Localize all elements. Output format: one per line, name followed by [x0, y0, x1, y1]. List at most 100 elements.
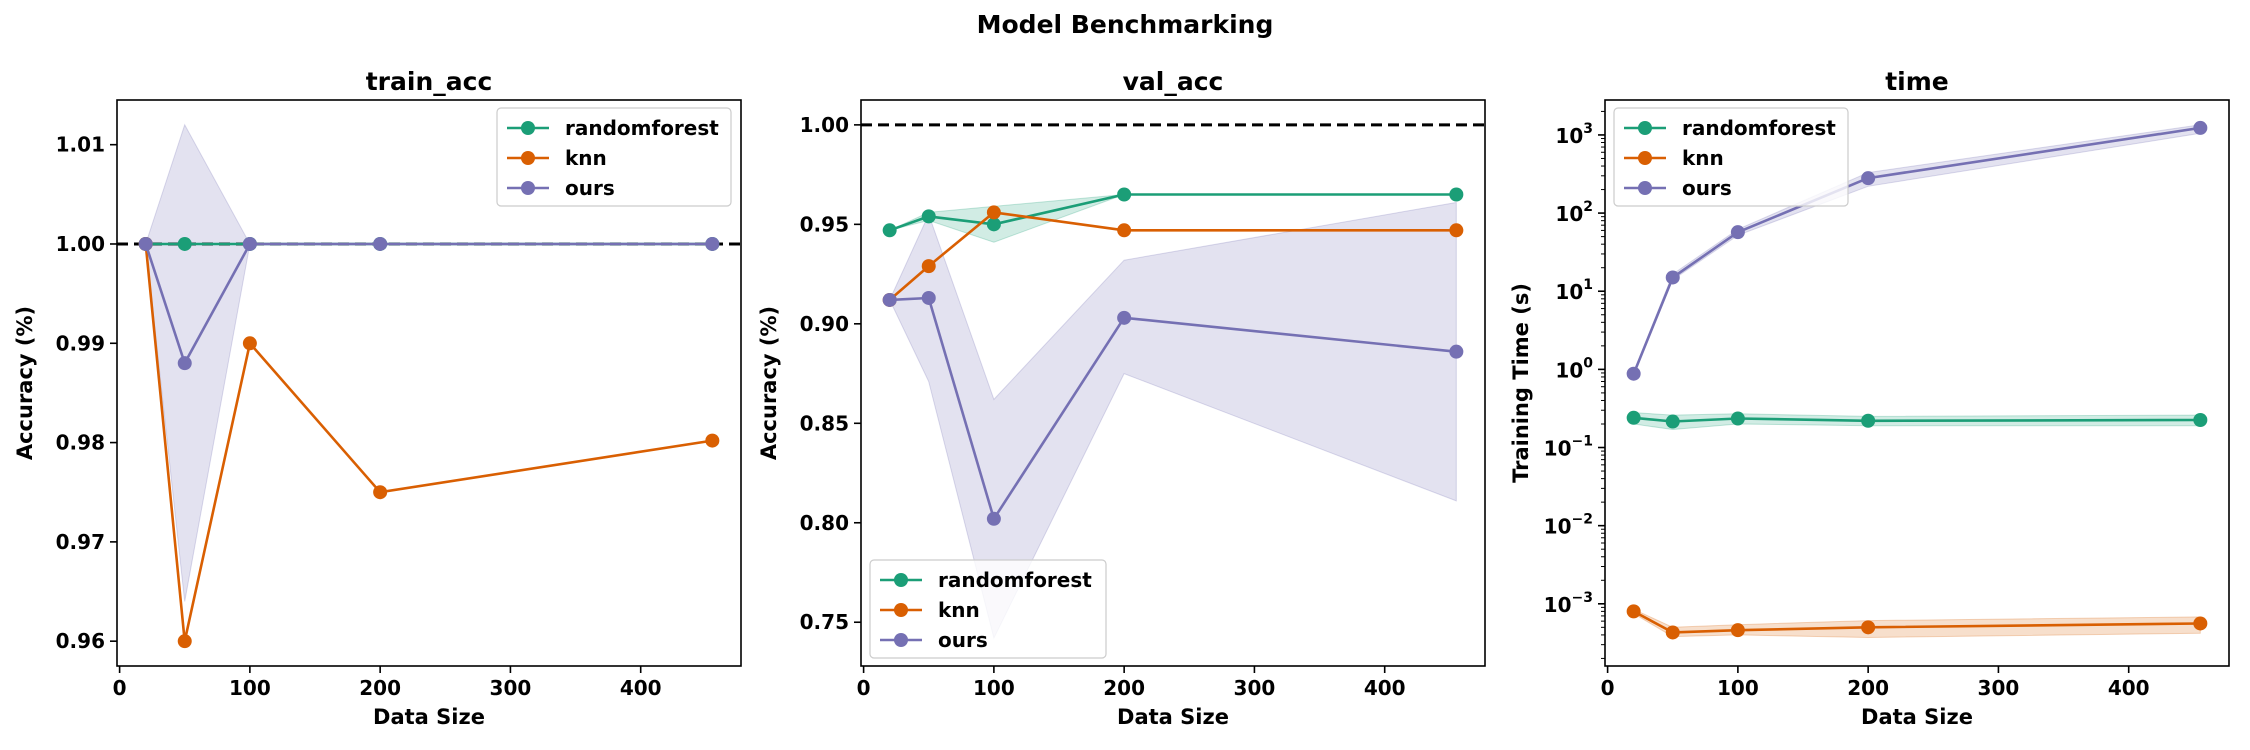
panel-title: val_acc [1123, 67, 1224, 96]
y-axis-label: Accuracy (%) [13, 306, 37, 460]
legend-item-randomforest: randomforest [880, 568, 1092, 592]
point-randomforest [1730, 411, 1745, 426]
point-knn [921, 259, 936, 274]
x-tick-label: 200 [359, 676, 401, 700]
legend-marker-ours [521, 181, 535, 195]
point-knn [1626, 604, 1641, 619]
x-tick-label: 200 [1847, 676, 1889, 700]
y-tick-label: 0.95 [800, 212, 849, 236]
y-axis-label: Accuracy (%) [757, 306, 781, 460]
point-randomforest [1117, 187, 1132, 202]
legend-item-knn: knn [1624, 146, 1724, 170]
legend-item-knn: knn [507, 146, 607, 170]
x-tick-label: 300 [1978, 676, 2020, 700]
legend-marker-knn [894, 603, 908, 617]
legend: randomforest knn ours [496, 107, 732, 207]
legend-label-randomforest: randomforest [565, 116, 719, 140]
point-knn [1861, 620, 1876, 635]
x-tick-label: 100 [1717, 676, 1759, 700]
point-ours [373, 236, 388, 251]
y-tick-label: 0.99 [56, 331, 105, 355]
y-axis-label: Training Time (s) [1509, 283, 1533, 483]
axes-frame [1604, 99, 2230, 667]
train-acc-panel: train_acc 0 100 200 300 400 0.96 0.97 0.98 0.99 1.… [13, 67, 742, 729]
point-knn [373, 485, 388, 500]
legend-marker-knn [1638, 151, 1652, 165]
x-axis-label: Data Size [373, 705, 485, 729]
time-panel: time 0 100 200 300 400 10−3 10−2 10−1 100 101 102 10… [1509, 67, 2230, 729]
x-tick-label: 0 [857, 676, 871, 700]
point-randomforest [2193, 412, 2208, 427]
point-knn [1117, 223, 1132, 238]
point-randomforest [177, 236, 192, 251]
y-tick-label: 1.00 [800, 113, 849, 137]
y-tick-label: 100 [1555, 355, 1593, 382]
y-tick-label: 0.97 [56, 530, 105, 554]
legend-label-ours: ours [1682, 176, 1732, 200]
legend-item-randomforest: randomforest [1624, 116, 1836, 140]
x-tick-label: 400 [2108, 676, 2150, 700]
point-ours [705, 236, 720, 251]
legend-label-ours: ours [938, 628, 988, 652]
y-tick-label: 1.00 [56, 232, 105, 256]
point-ours [1861, 171, 1876, 186]
y-tick-label: 102 [1555, 199, 1593, 226]
legend-marker-randomforest [894, 573, 908, 587]
y-tick-label: 1.01 [56, 133, 105, 157]
y-tick-label: 101 [1555, 277, 1593, 304]
point-ours [1730, 225, 1745, 240]
legend-box [496, 107, 732, 207]
y-tick-label: 0.96 [56, 629, 105, 653]
legend-label-randomforest: randomforest [938, 568, 1092, 592]
legend-marker-ours [1638, 181, 1652, 195]
point-randomforest [1861, 413, 1876, 428]
x-tick-label: 0 [113, 676, 127, 700]
point-knn [986, 205, 1001, 220]
y-tick-label: 0.75 [800, 610, 849, 634]
x-axis-label: Data Size [1117, 705, 1229, 729]
y-tick-label: 0.85 [800, 411, 849, 435]
x-tick-label: 300 [490, 676, 532, 700]
legend-label-knn: knn [938, 598, 980, 622]
axes-frame [116, 99, 742, 667]
point-knn [705, 433, 720, 448]
band-ours [145, 123, 713, 602]
y-tick-label: 0.80 [800, 511, 849, 535]
legend-marker-randomforest [1638, 121, 1652, 135]
legend-marker-knn [521, 151, 535, 165]
x-tick-label: 400 [620, 676, 662, 700]
point-knn [2193, 616, 2208, 631]
point-ours [882, 292, 897, 307]
point-knn [1449, 223, 1464, 238]
x-axis-label: Data Size [1861, 705, 1973, 729]
legend-label-ours: ours [565, 176, 615, 200]
x-tick-label: 0 [1601, 676, 1615, 700]
legend-marker-ours [894, 633, 908, 647]
legend-box [869, 559, 1107, 659]
point-ours [138, 236, 153, 251]
point-ours [1117, 310, 1132, 325]
band-randomforest [889, 194, 1457, 243]
legend-item-ours: ours [507, 176, 615, 200]
axes-frame [860, 99, 1486, 667]
point-ours [242, 236, 257, 251]
point-randomforest [1449, 187, 1464, 202]
legend: randomforest knn ours [1613, 107, 1849, 207]
legend-label-knn: knn [1682, 146, 1724, 170]
x-tick-label: 100 [229, 676, 271, 700]
x-tick-label: 300 [1234, 676, 1276, 700]
point-randomforest [1665, 414, 1680, 429]
legend-item-ours: ours [1624, 176, 1732, 200]
point-randomforest [1626, 410, 1641, 425]
y-tick-label: 10−2 [1544, 512, 1593, 539]
figure-title: Model Benchmarking [977, 10, 1274, 39]
point-knn [177, 634, 192, 649]
plot-area [1626, 120, 2208, 640]
y-tick-label: 103 [1555, 121, 1593, 148]
point-ours [1626, 366, 1641, 381]
point-randomforest [921, 209, 936, 224]
point-ours [986, 511, 1001, 526]
legend-marker-randomforest [521, 121, 535, 135]
point-ours [177, 356, 192, 371]
